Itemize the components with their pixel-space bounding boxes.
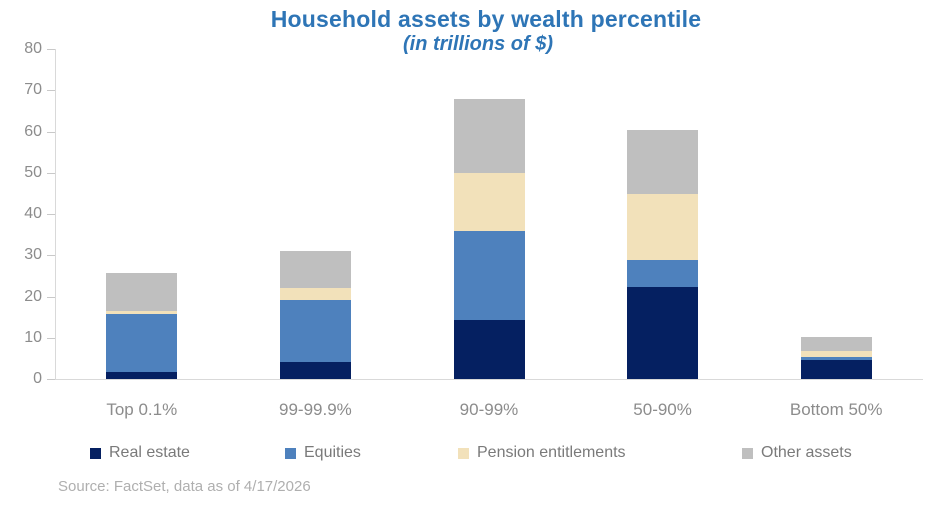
bar-segment-real-estate bbox=[627, 287, 699, 379]
y-axis-tick-label: 80 bbox=[24, 40, 42, 57]
x-axis-label: 50-90% bbox=[633, 400, 692, 419]
bar-segment-other-assets bbox=[627, 130, 699, 194]
bar-segment-real-estate bbox=[106, 372, 178, 379]
y-axis-tick-label: 0 bbox=[33, 370, 42, 387]
legend: Real estate Equities Pension entitlements O… bbox=[0, 442, 936, 464]
legend-swatch-pension-entitlements bbox=[458, 447, 469, 459]
x-axis-label: Bottom 50% bbox=[789, 400, 883, 419]
chart-subtitle: (in trillions of $) bbox=[403, 33, 553, 55]
y-axis-tick-label: 60 bbox=[24, 122, 42, 140]
bar-segment-real-estate bbox=[800, 360, 872, 379]
bar-segment-real-estate bbox=[453, 320, 525, 379]
y-axis-tick-label: 30 bbox=[24, 246, 42, 264]
bar-segment-equities bbox=[800, 357, 872, 361]
bar-segment-other-assets bbox=[106, 273, 178, 311]
bar-segment-other-assets bbox=[279, 250, 351, 289]
x-axis-line bbox=[55, 379, 923, 380]
x-axis: Top 0.1% 99-99.9% 90-99% 50-90% Bottom 50% bbox=[55, 399, 923, 421]
legend-swatch-other-assets bbox=[742, 447, 753, 459]
bar-segment-equities bbox=[279, 299, 351, 362]
y-axis-tick bbox=[47, 296, 55, 298]
legend-item-pension-entitlements: Pension entitlements bbox=[458, 442, 626, 464]
legend-label: Pension entitlements bbox=[477, 444, 626, 461]
bar-segment-other-assets bbox=[800, 336, 872, 351]
bar-segment-equities bbox=[106, 314, 178, 372]
y-axis-tick bbox=[47, 49, 55, 50]
bar-segment-pension-entitlements bbox=[800, 350, 872, 358]
legend-swatch-real-estate bbox=[90, 447, 101, 459]
bar-segment-pension-entitlements bbox=[627, 193, 699, 260]
x-axis-label: 99-99.9% bbox=[279, 400, 352, 419]
y-axis-tick-label: 20 bbox=[24, 287, 42, 305]
y-axis-tick bbox=[47, 90, 55, 92]
y-axis-tick-label: 40 bbox=[24, 205, 42, 222]
y-axis-tick bbox=[47, 379, 55, 380]
y-axis-tick bbox=[47, 255, 55, 257]
x-axis-label: Top 0.1% bbox=[106, 400, 178, 419]
legend-item-other-assets: Other assets bbox=[742, 442, 852, 464]
y-axis-line bbox=[55, 49, 56, 380]
legend-label: Real estate bbox=[109, 444, 190, 461]
legend-item-equities: Equities bbox=[285, 442, 361, 464]
legend-swatch-equities bbox=[285, 447, 296, 459]
bar-segment-other-assets bbox=[453, 98, 525, 173]
y-axis-tick-label: 10 bbox=[24, 328, 42, 346]
x-axis-label: 90-99% bbox=[459, 400, 519, 419]
legend-item-real-estate: Real estate bbox=[90, 442, 190, 464]
y-axis-tick bbox=[47, 214, 55, 215]
y-axis-tick-label: 70 bbox=[24, 81, 42, 99]
bar-segment-pension-entitlements bbox=[279, 288, 351, 300]
bar-segment-pension-entitlements bbox=[453, 172, 525, 231]
chart-title: Household assets by wealth percentile bbox=[270, 6, 702, 32]
bar-segment-real-estate bbox=[279, 361, 351, 379]
y-axis-tick bbox=[47, 172, 55, 174]
y-axis-tick-label: 50 bbox=[24, 163, 42, 181]
bar-segment-pension-entitlements bbox=[106, 310, 178, 315]
plot-area bbox=[55, 49, 923, 379]
bar-segment-equities bbox=[453, 230, 525, 321]
bar-segment-equities bbox=[627, 259, 699, 288]
source-note: Source: FactSet, data as of 4/17/2026 bbox=[58, 478, 311, 495]
y-axis-tick bbox=[47, 337, 55, 339]
legend-label: Equities bbox=[304, 444, 361, 461]
legend-label: Other assets bbox=[761, 444, 852, 461]
y-axis-tick bbox=[47, 131, 55, 133]
